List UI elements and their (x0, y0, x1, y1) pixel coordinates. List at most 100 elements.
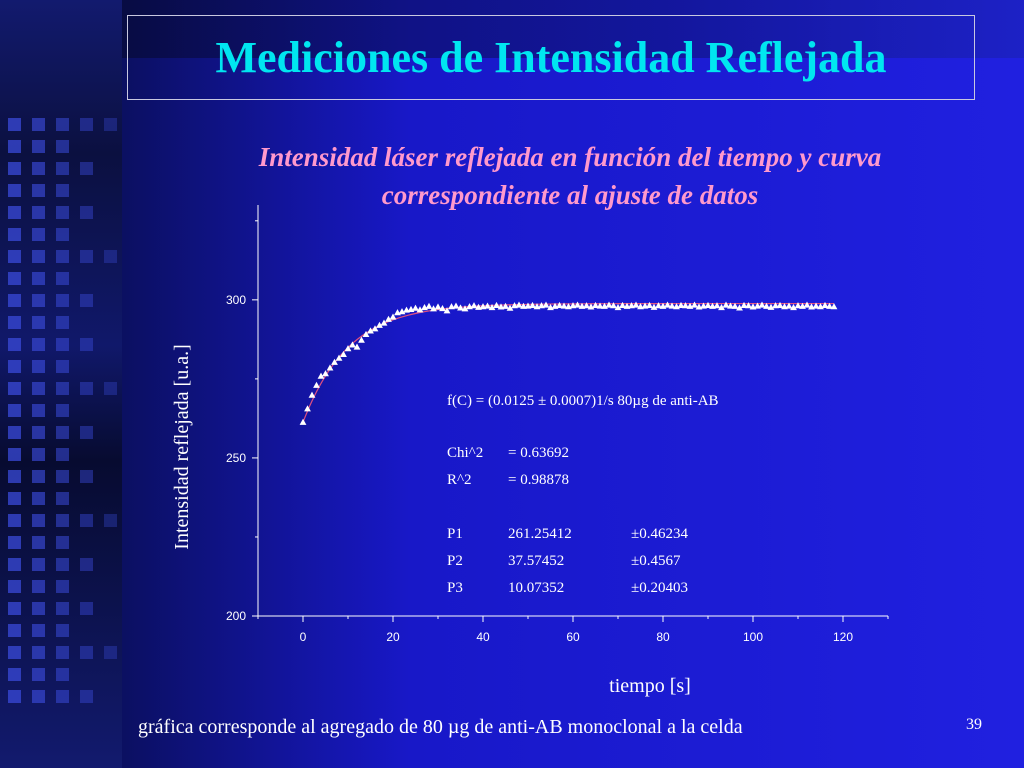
decorative-square (32, 338, 45, 351)
data-point (493, 301, 500, 308)
decorative-square (56, 514, 69, 527)
decorative-square (56, 272, 69, 285)
data-point (362, 330, 370, 338)
x-tick-label: 0 (300, 630, 307, 644)
fit-p2-error: ±0.4567 (631, 553, 681, 569)
decorative-square (32, 514, 45, 527)
data-point (385, 315, 392, 322)
decorative-square (56, 184, 69, 197)
subtitle-line-1: Intensidad láser reflejada en función de… (258, 142, 882, 172)
decorative-square (80, 206, 93, 219)
decorative-square (32, 272, 45, 285)
x-tick-label: 40 (476, 630, 490, 644)
decorative-square (8, 514, 21, 527)
decorative-square (32, 470, 45, 483)
data-point (614, 304, 622, 311)
decorative-square (32, 602, 45, 615)
decorative-square (56, 338, 69, 351)
data-point (794, 302, 802, 309)
decorative-square (80, 470, 93, 483)
decorative-square (8, 316, 21, 329)
data-point (704, 301, 712, 308)
decorative-square (8, 338, 21, 351)
data-point (646, 301, 653, 308)
decorative-square (80, 426, 93, 439)
data-point (556, 301, 563, 308)
data-point (380, 319, 388, 326)
data-point (583, 302, 590, 309)
decorative-square (32, 558, 45, 571)
footer-caption: gráfica corresponde al agregado de 80 µg… (138, 716, 743, 738)
decorative-square (80, 602, 93, 615)
fit-p3-value: 10.07352 (508, 580, 564, 596)
data-point (821, 301, 829, 308)
data-point (803, 301, 811, 308)
decorative-square (56, 250, 69, 263)
decorative-square (80, 514, 93, 527)
decorative-square (56, 580, 69, 593)
decorative-square (80, 118, 93, 131)
decorative-square (8, 470, 21, 483)
decorative-square (32, 184, 45, 197)
left-decorative-band (0, 0, 122, 768)
decorative-square (56, 206, 69, 219)
decorative-square (32, 580, 45, 593)
decorative-square (8, 294, 21, 307)
decorative-square (80, 558, 93, 571)
decorative-square (80, 646, 93, 659)
fit-p2-label: P2 (447, 553, 463, 569)
x-tick-label: 120 (833, 630, 853, 644)
fit-p3-label: P3 (447, 580, 463, 596)
data-point (439, 304, 446, 312)
decorative-square (8, 602, 21, 615)
decorative-square (8, 360, 21, 373)
data-point (299, 418, 307, 425)
data-point (677, 301, 685, 308)
data-point (758, 301, 766, 308)
x-axis-title: tiempo [s] (609, 675, 691, 697)
decorative-square (32, 162, 45, 175)
data-point (308, 391, 316, 398)
data-point (331, 358, 338, 365)
x-tick-label: 80 (656, 630, 670, 644)
chart-axes: 200 250 300 0 20 40 60 80 100 120 (226, 205, 889, 644)
decorative-square (8, 558, 21, 571)
data-point (340, 350, 347, 357)
data-point (542, 301, 550, 308)
decorative-square (32, 206, 45, 219)
data-point (353, 343, 361, 350)
data-point (515, 301, 523, 308)
slide-subtitle: Intensidad láser reflejada en función de… (170, 138, 970, 214)
decorative-square (56, 558, 69, 571)
decorative-square (32, 294, 45, 307)
decorative-square (8, 140, 21, 153)
data-point (619, 301, 626, 308)
decorative-square (32, 404, 45, 417)
decorative-square (80, 690, 93, 703)
decorative-square (8, 404, 21, 417)
fit-p3-error: ±0.20403 (631, 580, 688, 596)
y-axis-title: Intensidad reflejada [u.a.] (171, 344, 193, 549)
decorative-square (104, 646, 117, 659)
y-tick-label: 200 (226, 609, 246, 623)
data-point (736, 304, 743, 311)
decorative-square (8, 646, 21, 659)
data-point (434, 303, 442, 310)
decorative-square (32, 690, 45, 703)
decorative-square (56, 404, 69, 417)
decorative-square (56, 536, 69, 549)
data-point (371, 325, 379, 332)
data-point (322, 370, 329, 377)
data-point (430, 305, 437, 312)
decorative-square (56, 448, 69, 461)
y-tick-label: 300 (226, 293, 246, 307)
decorative-square (80, 338, 93, 351)
decorative-square (8, 250, 21, 263)
subtitle-line-2: correspondiente al ajuste de datos (381, 180, 759, 210)
data-point (452, 302, 460, 309)
decorative-square (32, 228, 45, 241)
decorative-square (56, 492, 69, 505)
decorative-square (8, 624, 21, 637)
fit-r2-label: R^2 (447, 472, 472, 488)
decorative-square (32, 140, 45, 153)
